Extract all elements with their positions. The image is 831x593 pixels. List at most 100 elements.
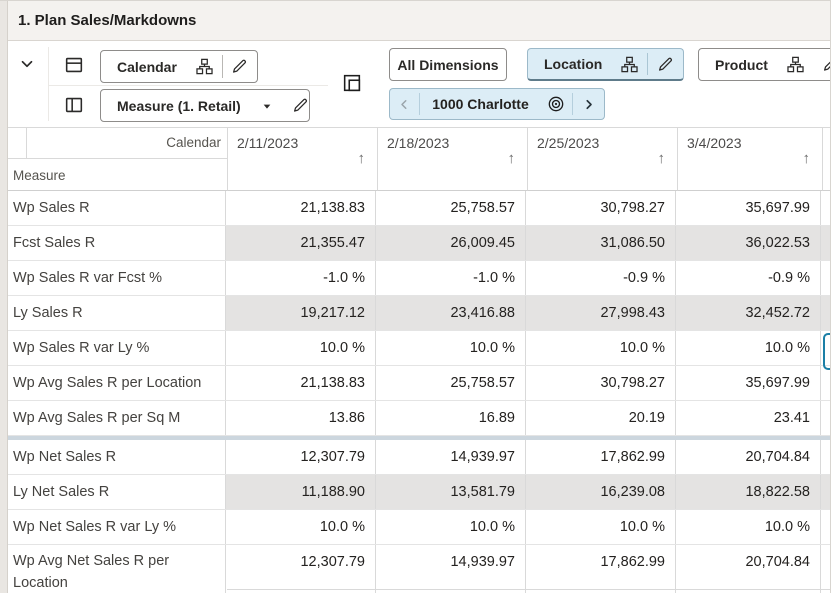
data-cell[interactable]: 12,307.79 [226,545,376,593]
locate-page-item-button[interactable] [541,89,572,119]
data-cell[interactable]: 36,022.53 [676,226,821,260]
bullseye-icon [548,96,564,112]
row-header-measure[interactable]: Wp Sales R var Ly % [8,331,226,365]
all-dimensions-button[interactable]: All Dimensions [389,48,507,81]
collapse-toolbar-button[interactable] [14,51,40,77]
data-cell[interactable]: 16,239.08 [526,475,676,509]
data-cell[interactable]: 10.0 % [226,331,376,365]
data-cell-partial[interactable] [821,545,830,593]
data-cell[interactable]: 35,697.99 [676,366,821,400]
row-header-measure[interactable]: Ly Sales R [8,296,226,330]
edit-location-button[interactable] [648,55,683,74]
data-cell[interactable]: 10.0 % [526,510,676,544]
sort-ascending-icon[interactable]: ↑ [507,150,516,167]
row-header-measure[interactable]: Wp Avg Sales R per Location [8,366,226,400]
data-cell[interactable]: 10.0 % [376,510,526,544]
selected-cell-outline[interactable] [823,333,830,370]
columns-axis-button[interactable] [60,91,88,119]
column-header-date[interactable]: 2/11/2023 ↑ [227,128,377,191]
data-cell[interactable]: 10.0 % [676,331,821,365]
data-cell[interactable]: 21,138.83 [226,191,376,225]
data-cell[interactable]: -1.0 % [376,261,526,295]
column-header-date[interactable]: 3/4/2023 ↑ [677,128,822,191]
data-cell[interactable]: 10.0 % [676,510,821,544]
data-cell[interactable]: 10.0 % [376,331,526,365]
data-cell[interactable]: 11,188.90 [226,475,376,509]
page-axis-button[interactable] [338,69,366,97]
sort-ascending-icon[interactable]: ↑ [802,150,811,167]
column-header-date[interactable]: 2/18/2023 ↑ [377,128,527,191]
data-cell[interactable]: 25,758.57 [376,366,526,400]
data-cell[interactable]: 13.86 [226,401,376,435]
row-header-measure[interactable]: Wp Sales R [8,191,226,225]
data-cell[interactable]: 30,798.27 [526,191,676,225]
product-dimension-button[interactable]: Product [698,48,830,81]
data-cell[interactable]: 32,452.72 [676,296,821,330]
data-cell[interactable]: 19,217.12 [226,296,376,330]
data-cell[interactable]: 14,939.97 [376,440,526,474]
row-header-measure[interactable]: Wp Sales R var Fcst % [8,261,226,295]
data-cell[interactable]: 23,416.88 [376,296,526,330]
data-cell[interactable]: 25,758.57 [376,191,526,225]
title-bar: 1. Plan Sales/Markdowns [0,1,830,41]
data-cell[interactable]: 20,704.84 [676,545,821,593]
cols-dimension-button[interactable]: Measure (1. Retail) [100,89,310,122]
data-cell[interactable]: -0.9 % [676,261,821,295]
data-cell[interactable]: 20,704.84 [676,440,821,474]
data-cell[interactable]: -0.9 % [526,261,676,295]
data-cell[interactable]: -1.0 % [226,261,376,295]
edit-cols-dimension-button[interactable] [283,96,318,115]
row-header-measure[interactable]: Wp Avg Net Sales R per Location [8,545,226,593]
page-slice-icon [343,74,361,92]
data-cell[interactable]: 26,009.45 [376,226,526,260]
data-cell-partial[interactable] [821,510,830,544]
row-header-measure[interactable]: Fcst Sales R [8,226,226,260]
data-cell-partial[interactable] [821,440,830,474]
data-cell[interactable]: 35,697.99 [676,191,821,225]
data-cell[interactable]: 31,086.50 [526,226,676,260]
data-cell[interactable]: 21,355.47 [226,226,376,260]
hierarchy-icon [187,57,222,76]
edit-product-button[interactable] [813,55,830,74]
data-cell[interactable]: 14,939.97 [376,545,526,593]
data-cell[interactable]: 10.0 % [226,510,376,544]
data-cell[interactable]: 21,138.83 [226,366,376,400]
data-cell-partial[interactable] [821,261,830,295]
data-cell[interactable]: 27,998.43 [526,296,676,330]
data-cell-partial[interactable] [821,226,830,260]
data-cell[interactable]: 16.89 [376,401,526,435]
data-cell-partial[interactable] [821,296,830,330]
table-row: Ly Sales R 19,217.12 23,416.88 27,998.43… [8,296,830,331]
data-cell-partial[interactable] [821,366,830,400]
table-row: Fcst Sales R 21,355.47 26,009.45 31,086.… [8,226,830,261]
location-dimension-button[interactable]: Location [527,48,684,81]
button-segment-divider [647,53,648,75]
row-dimension-label: Measure [8,159,227,191]
rows-axis-button[interactable] [60,51,88,79]
previous-page-item-button[interactable] [390,89,419,119]
column-header-date[interactable]: 2/25/2023 ↑ [527,128,677,191]
sort-ascending-icon[interactable]: ↑ [357,150,366,167]
data-cell-partial[interactable] [821,401,830,435]
pencil-icon [293,98,307,112]
data-cell[interactable]: 10.0 % [526,331,676,365]
sort-ascending-icon[interactable]: ↑ [657,150,666,167]
row-header-measure[interactable]: Wp Net Sales R [8,440,226,474]
data-cell[interactable]: 18,822.58 [676,475,821,509]
left-gutter [0,1,8,593]
row-header-measure[interactable]: Wp Avg Sales R per Sq M [8,401,226,435]
row-header-measure[interactable]: Ly Net Sales R [8,475,226,509]
data-cell[interactable]: 30,798.27 [526,366,676,400]
data-cell-partial[interactable] [821,191,830,225]
edit-rows-dimension-button[interactable] [222,57,257,76]
data-cell[interactable]: 17,862.99 [526,545,676,593]
data-cell[interactable]: 13,581.79 [376,475,526,509]
next-page-item-button[interactable] [573,89,604,119]
row-header-measure[interactable]: Wp Net Sales R var Ly % [8,510,226,544]
data-cell-partial[interactable] [821,475,830,509]
rows-dimension-button[interactable]: Calendar [100,50,258,83]
data-cell[interactable]: 20.19 [526,401,676,435]
data-cell[interactable]: 17,862.99 [526,440,676,474]
data-cell[interactable]: 23.41 [676,401,821,435]
data-cell[interactable]: 12,307.79 [226,440,376,474]
